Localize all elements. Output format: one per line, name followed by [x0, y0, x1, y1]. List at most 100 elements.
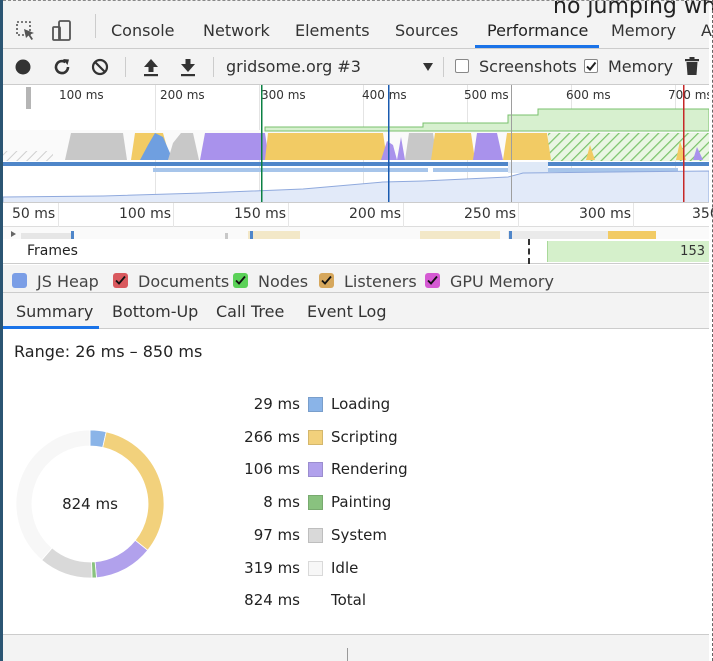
legend-row-rendering: 106 ms Rendering [200, 460, 450, 480]
ruler-tick-label: 100 ms [119, 206, 172, 222]
page-dashed-border [3, 0, 709, 1]
legend-swatch [308, 462, 323, 478]
tab-sources[interactable]: Sources [395, 21, 459, 40]
frame-marker [528, 239, 530, 264]
legend-label: Scripting [331, 427, 398, 446]
legend-label: Painting [331, 493, 392, 512]
legend-row-system: 97 ms System [200, 526, 450, 546]
checkmark-icon [586, 61, 597, 72]
ruler-tick-label: 150 ms [234, 206, 287, 222]
status-divider [347, 648, 348, 661]
detail-time-ruler: 50 ms 100 ms 150 ms 200 ms 250 ms 300 ms… [3, 203, 713, 263]
inspect-element-icon[interactable] [15, 20, 37, 42]
legend-value: 8 ms [263, 493, 300, 512]
overview-tick-label: 300 ms [261, 88, 306, 102]
timeline-overview[interactable]: 100 ms 200 ms 300 ms 400 ms 500 ms 600 m… [3, 85, 709, 203]
ruler-tick-label: 250 ms [464, 206, 517, 222]
devtools-tab-bar: no jumping wh Console Network Elements S… [3, 0, 713, 49]
legend-swatch [308, 397, 323, 412]
overview-tick-label: 600 ms [566, 88, 611, 102]
legend-value: 97 ms [253, 525, 300, 544]
checkmark-icon [235, 275, 246, 285]
profile-select[interactable]: gridsome.org #3 [226, 57, 361, 76]
legend-label: Idle [331, 558, 359, 577]
network-track[interactable] [3, 227, 709, 239]
tab-elements[interactable]: Elements [295, 21, 370, 40]
tab-more[interactable]: A [701, 21, 712, 40]
legend-value: 106 ms [244, 460, 300, 479]
memory-checkbox[interactable] [584, 59, 598, 73]
active-tab-indicator [475, 45, 599, 48]
overview-tick-label: 500 ms [464, 88, 509, 102]
legend-label: System [331, 525, 387, 544]
donut-slice-idle [15, 429, 91, 561]
legend-label: Loading [331, 395, 391, 413]
network-track-bars [11, 231, 656, 239]
listeners-checkbox[interactable] [319, 273, 334, 288]
gpu-memory-label: GPU Memory [450, 272, 554, 291]
performance-toolbar: gridsome.org #3 Screenshots Memory [3, 49, 709, 85]
donut-total-label: 824 ms [62, 495, 118, 513]
summary-range: Range: 26 ms – 850 ms [14, 342, 203, 361]
legend-row-scripting: 266 ms Scripting [200, 428, 450, 448]
checkmark-icon [427, 275, 438, 285]
legend-row-painting: 8 ms Painting [200, 493, 450, 513]
overview-tick-label: 100 ms [59, 88, 104, 102]
clear-icon[interactable] [90, 57, 110, 77]
tab-memory[interactable]: Memory [611, 21, 677, 40]
tab-separator [95, 14, 96, 38]
ruler-tick-label: 200 ms [349, 206, 402, 222]
legend-row-loading: 29 ms Loading [200, 395, 450, 415]
memory-counters-bar: JS Heap Documents Nodes Listeners GPU Me… [3, 265, 709, 293]
tab-summary[interactable]: Summary [16, 302, 94, 321]
nodes-checkbox[interactable] [233, 273, 248, 288]
legend-swatch [308, 527, 323, 543]
device-toolbar-icon[interactable] [51, 19, 73, 43]
overview-tick-label: 400 ms [362, 88, 407, 102]
frame-block[interactable]: 153 [547, 241, 709, 262]
legend-value: 824 ms [244, 591, 300, 610]
chevron-down-icon[interactable] [422, 62, 434, 72]
tab-call-tree[interactable]: Call Tree [216, 302, 285, 321]
legend-value: 319 ms [244, 558, 300, 577]
toolbar-separator [213, 57, 214, 77]
legend-row-idle: 319 ms Idle [200, 559, 450, 579]
frame-duration: 153 [680, 244, 705, 259]
tab-performance[interactable]: Performance [487, 21, 589, 40]
legend-swatch [308, 495, 323, 511]
tab-event-log[interactable]: Event Log [307, 302, 387, 321]
summary-donut-chart: 824 ms [15, 429, 165, 579]
trash-icon[interactable] [684, 56, 700, 76]
memory-label: Memory [608, 57, 674, 76]
record-icon[interactable] [14, 58, 32, 76]
documents-checkbox[interactable] [113, 273, 128, 288]
details-tab-bar: Summary Bottom-Up Call Tree Event Log [3, 293, 709, 329]
save-profile-icon[interactable] [179, 57, 197, 77]
frames-track[interactable]: Frames 153 [3, 239, 709, 264]
left-edge-bar [0, 0, 3, 661]
toolbar-separator [125, 57, 126, 77]
documents-label: Documents [138, 272, 230, 291]
status-bar [3, 634, 709, 661]
legend-swatch [308, 560, 323, 576]
gpu-memory-checkbox[interactable] [425, 273, 440, 288]
load-profile-icon[interactable] [142, 57, 160, 77]
ruler-tick-label: 350 [692, 206, 713, 222]
tab-console[interactable]: Console [111, 21, 175, 40]
screenshots-label: Screenshots [479, 57, 577, 76]
listeners-label: Listeners [344, 272, 417, 291]
screenshots-checkbox[interactable] [455, 59, 469, 73]
tab-bottom-up[interactable]: Bottom-Up [112, 302, 199, 321]
background-page-text: no jumping wh [553, 0, 713, 19]
legend-value: 29 ms [253, 395, 300, 413]
nodes-label: Nodes [258, 272, 309, 291]
reload-profile-icon[interactable] [52, 57, 72, 77]
toolbar-separator [443, 57, 444, 77]
js-heap-checkbox[interactable] [12, 273, 27, 288]
ruler-tick-label: 300 ms [579, 206, 632, 222]
ruler-tick-label: 50 ms [12, 206, 56, 222]
checkmark-icon [321, 275, 332, 285]
active-details-tab-indicator [3, 326, 99, 329]
donut-slice-scripting [102, 431, 165, 551]
tab-network[interactable]: Network [203, 21, 270, 40]
